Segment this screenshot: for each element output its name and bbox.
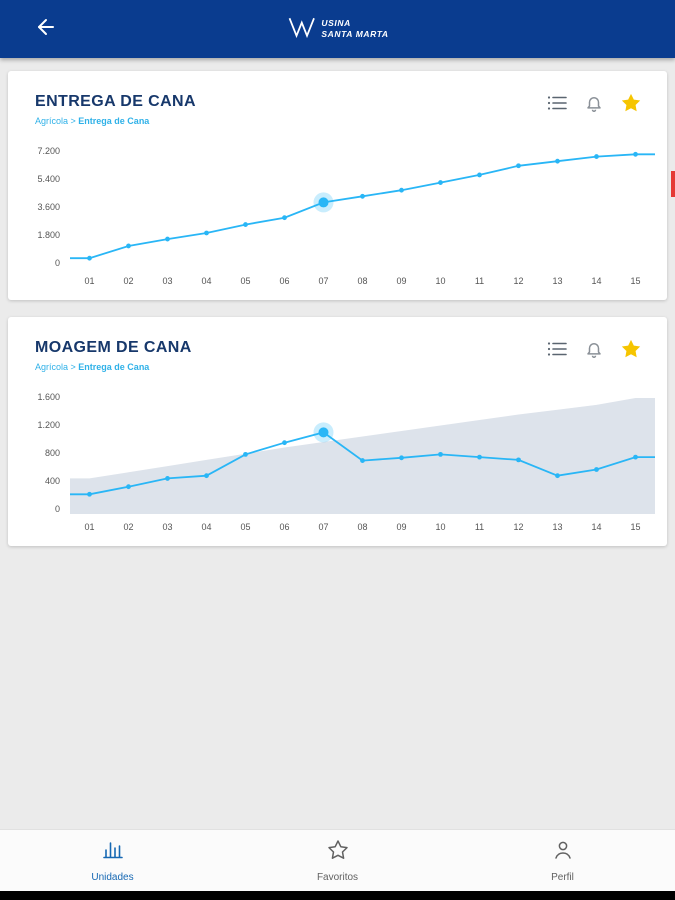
list-icon (547, 341, 567, 362)
card-moagem-de-cana: MOAGEM DE CANA Agrícola > Entrega de Can… (8, 317, 667, 546)
scrollbar-indicator[interactable] (671, 171, 675, 197)
line-chart (70, 151, 655, 261)
bell-icon (585, 339, 603, 364)
star-filled-icon (620, 92, 642, 119)
breadcrumb: Agrícola > Entrega de Cana (35, 362, 192, 372)
notifications-button[interactable] (584, 341, 604, 361)
x-axis-labels: 01 02 03 04 05 06 07 08 09 10 11 12 13 14 15 (84, 276, 641, 286)
breadcrumb-separator: > (68, 116, 79, 126)
brand-logo: USINA SANTA MARTA (286, 16, 388, 43)
breadcrumb-current: Entrega de Cana (78, 362, 150, 372)
bottom-navigation: Unidades Favoritos Perfil (0, 829, 675, 891)
card-title: MOAGEM DE CANA (35, 339, 192, 356)
back-button[interactable] (34, 16, 60, 42)
star-outline-icon (325, 838, 351, 867)
breadcrumb-parent[interactable]: Agrícola (35, 362, 69, 372)
star-filled-icon (620, 338, 642, 365)
list-view-button[interactable] (547, 95, 567, 115)
brand-mark-icon (286, 16, 315, 43)
nav-item-perfil[interactable]: Perfil (450, 838, 675, 883)
notifications-button[interactable] (584, 95, 604, 115)
favorite-button[interactable] (621, 339, 641, 361)
nav-item-unidades[interactable]: Unidades (0, 838, 225, 883)
system-navigation-bar (0, 891, 675, 900)
card-entrega-de-cana: ENTREGA DE CANA Agrícola > Entrega de Ca… (8, 71, 667, 300)
line-chart-plot[interactable] (70, 146, 655, 268)
back-arrow-icon (34, 15, 58, 44)
units-icon (100, 838, 126, 867)
person-icon (550, 838, 576, 867)
list-view-button[interactable] (547, 341, 567, 361)
nav-label: Perfil (551, 872, 574, 883)
main-content: ENTREGA DE CANA Agrícola > Entrega de Ca… (0, 58, 675, 546)
breadcrumb: Agrícola > Entrega de Cana (35, 116, 196, 126)
list-icon (547, 95, 567, 116)
card-title: ENTREGA DE CANA (35, 93, 196, 110)
bell-icon (585, 93, 603, 118)
nav-label: Unidades (91, 872, 134, 883)
breadcrumb-parent[interactable]: Agrícola (35, 116, 69, 126)
area-chart-plot[interactable] (70, 392, 655, 514)
brand-name-bottom: SANTA MARTA (321, 29, 389, 39)
app-header: USINA SANTA MARTA (0, 0, 675, 58)
y-axis-labels: 7.200 5.400 3.600 1.800 0 (37, 146, 60, 268)
nav-item-favoritos[interactable]: Favoritos (225, 838, 450, 883)
favorite-button[interactable] (621, 93, 641, 115)
breadcrumb-separator: > (68, 362, 79, 372)
area-chart (70, 398, 655, 514)
breadcrumb-current: Entrega de Cana (78, 116, 150, 126)
nav-label: Favoritos (316, 872, 359, 883)
y-axis-labels: 1.600 1.200 800 400 0 (37, 392, 60, 514)
x-axis-labels: 01 02 03 04 05 06 07 08 09 10 11 12 13 14 15 (84, 522, 641, 532)
brand-name-top: USINA (321, 18, 351, 29)
